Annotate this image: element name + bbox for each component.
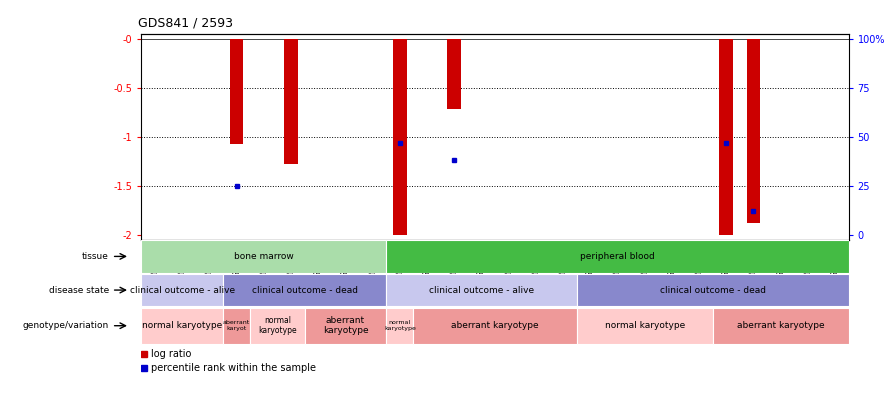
Bar <box>141 308 223 344</box>
Text: aberrant
karyot: aberrant karyot <box>223 320 250 331</box>
Bar <box>223 308 250 344</box>
Text: bone marrow: bone marrow <box>234 252 293 261</box>
Bar <box>386 308 414 344</box>
Text: normal
karyotype: normal karyotype <box>258 316 297 335</box>
Text: clinical outcome - dead: clinical outcome - dead <box>252 286 358 295</box>
Text: aberrant karyotype: aberrant karyotype <box>451 321 539 330</box>
Text: peripheral blood: peripheral blood <box>580 252 655 261</box>
Bar <box>285 38 298 164</box>
Text: genotype/variation: genotype/variation <box>23 321 109 330</box>
Text: log ratio: log ratio <box>151 349 192 359</box>
Bar <box>223 274 386 306</box>
Bar <box>414 308 576 344</box>
Text: aberrant
karyotype: aberrant karyotype <box>323 316 369 335</box>
Bar <box>576 274 849 306</box>
Text: clinical outcome - alive: clinical outcome - alive <box>130 286 235 295</box>
Bar <box>747 38 760 223</box>
Text: aberrant karyotype: aberrant karyotype <box>737 321 825 330</box>
Text: GDS841 / 2593: GDS841 / 2593 <box>138 16 232 29</box>
Bar <box>230 38 243 145</box>
Text: disease state: disease state <box>49 286 109 295</box>
Text: tissue: tissue <box>82 252 109 261</box>
Bar <box>141 274 223 306</box>
Bar <box>713 308 849 344</box>
Bar <box>250 308 305 344</box>
Bar <box>447 38 461 109</box>
Bar <box>576 308 713 344</box>
Bar <box>386 240 849 272</box>
Text: normal
karyotype: normal karyotype <box>384 320 415 331</box>
Bar <box>386 274 576 306</box>
Text: clinical outcome - dead: clinical outcome - dead <box>659 286 766 295</box>
Text: clinical outcome - alive: clinical outcome - alive <box>429 286 534 295</box>
Text: normal karyotype: normal karyotype <box>605 321 685 330</box>
Bar <box>141 240 386 272</box>
Bar <box>720 38 733 235</box>
Text: normal karyotype: normal karyotype <box>142 321 223 330</box>
Bar <box>393 38 407 235</box>
Bar <box>305 308 386 344</box>
Text: percentile rank within the sample: percentile rank within the sample <box>151 363 316 373</box>
